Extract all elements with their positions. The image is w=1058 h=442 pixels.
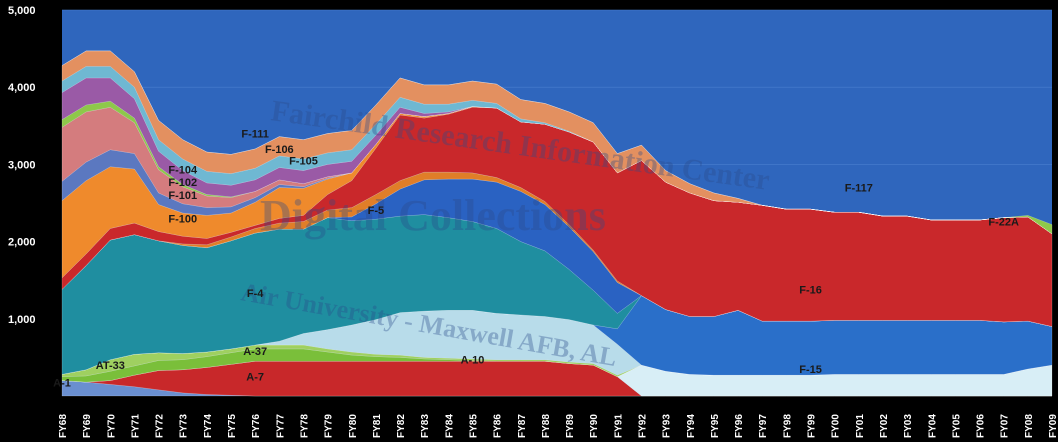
series-label: F-102 [168,177,197,189]
series-label: F-117 [845,182,873,194]
y-tick-label: 1,000 [8,314,36,326]
y-axis: 1,000 2,000 3,000 4,000 5,000 [8,5,36,326]
area-f-22a-18 [61,50,1053,235]
area-f-106-16 [61,66,1053,235]
x-tick-label: FY09 [1048,414,1058,438]
series-label: A-7 [246,372,264,384]
x-tick-label: FY85 [468,414,479,438]
x-tick-label: FY70 [106,414,117,438]
x-tick-label: FY03 [903,414,914,438]
x-tick-label: FY91 [613,414,624,438]
x-tick-label: FY04 [927,414,938,438]
y-tick-label: 2,000 [8,237,36,249]
series-label: F-104 [168,165,198,177]
series-label: F-4 [247,288,264,300]
area-f-111-17 [61,50,1053,235]
y-tick-label: 4,000 [8,82,36,94]
x-tick-label: FY76 [251,414,262,438]
area-f-16-lower-6 [61,295,1053,376]
x-tick-label: FY06 [976,414,987,438]
x-tick-label: FY84 [444,414,455,438]
x-tick-label: FY99 [807,414,818,438]
x-tick-label: FY81 [372,414,383,438]
x-tick-label: FY68 [58,414,69,438]
x-tick-label: FY05 [951,414,962,438]
x-tick-label: FY75 [227,414,238,438]
x-tick-label: FY97 [758,414,769,438]
x-tick-label: FY71 [130,414,141,438]
x-tick-label: FY88 [541,414,552,438]
x-tick-label: FY72 [155,414,166,438]
x-tick-label: FY02 [879,414,890,438]
series-label: F-100 [168,213,197,225]
x-tick-label: FY83 [420,414,431,438]
x-tick-label: FY79 [324,414,335,438]
series-label: F-101 [168,190,197,202]
x-tick-label: FY92 [638,414,649,438]
series-label: A-10 [461,355,485,367]
series-label: F-106 [265,144,294,156]
x-tick-label: FY98 [782,414,793,438]
series-label: F-105 [289,155,318,167]
x-tick-label: FY00 [831,414,842,438]
area-f-4-7 [61,214,1053,375]
y-tick-label: 3,000 [8,159,36,171]
area-f-100-11 [61,106,1053,279]
x-tick-label: FY07 [1000,414,1011,438]
x-axis: FY68 FY69 FY70 FY71 FY72 FY73 FY74 FY75 FY76 FY77… [58,414,1058,438]
x-tick-label: FY86 [493,414,504,438]
x-tick-label: FY90 [589,414,600,438]
x-tick-label: FY87 [517,414,528,438]
x-tick-label: FY08 [1024,414,1035,438]
x-tick-label: FY80 [348,414,359,438]
watermark-line-2: Digital Collections [260,191,606,240]
x-tick-label: FY73 [179,414,190,438]
x-tick-label: FY78 [299,414,310,438]
x-tick-label: FY95 [710,414,721,438]
plot-area [61,9,1053,397]
series-labels: A-1 AT-33 A-37 A-7 A-10 F-4 F-5 F-100 F-101F-102… [53,128,1019,389]
x-tick-label: FY82 [396,414,407,438]
x-tick-label: FY01 [855,414,866,438]
x-tick-label: FY96 [734,414,745,438]
x-tick-label: FY93 [662,414,673,438]
series-label: A-37 [243,346,267,358]
x-tick-label: FY94 [686,414,697,438]
series-label: F-111 [241,128,269,140]
y-tick-label: 5,000 [8,5,36,17]
series-label: A-1 [53,378,71,390]
series-label: F-5 [368,205,385,217]
series-label: F-16 [799,284,822,296]
series-label: F-22A [988,216,1019,228]
series-label: AT-33 [96,360,125,372]
x-tick-label: FY74 [203,414,214,438]
x-tick-label: FY69 [82,414,93,438]
series-label: F-15 [799,364,822,376]
area-f-105-15 [61,77,1053,235]
x-tick-label: FY89 [565,414,576,438]
x-tick-label: FY77 [275,414,286,438]
